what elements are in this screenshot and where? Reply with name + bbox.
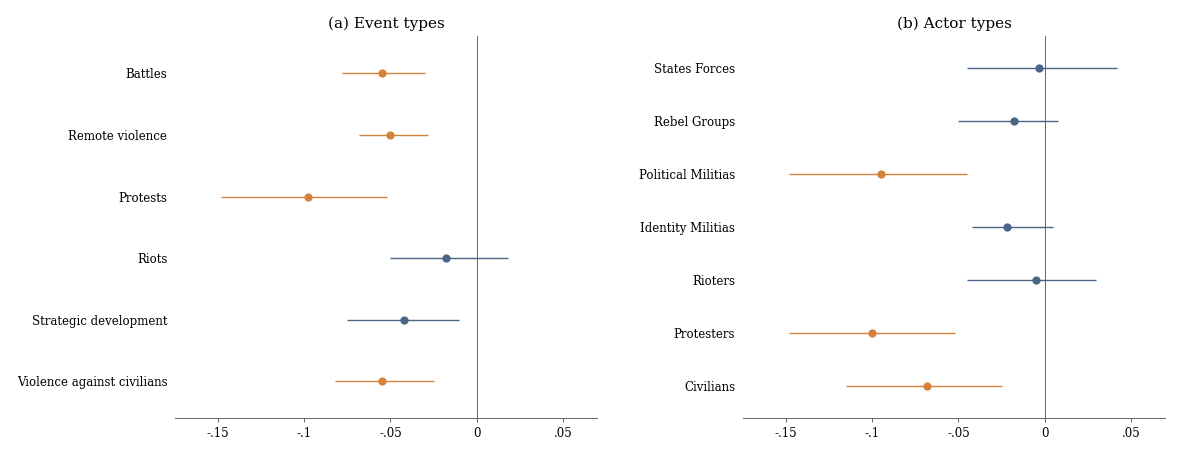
Title: (a) Event types: (a) Event types <box>327 16 444 31</box>
Point <box>372 70 391 77</box>
Point <box>372 377 391 385</box>
Point <box>436 255 455 262</box>
Point <box>871 170 890 178</box>
Point <box>863 330 882 337</box>
Point <box>918 383 937 390</box>
Point <box>1026 277 1045 284</box>
Point <box>1030 64 1048 72</box>
Point <box>998 223 1017 231</box>
Point <box>1005 117 1024 125</box>
Point <box>381 131 400 138</box>
Point <box>298 193 317 200</box>
Point <box>395 316 414 324</box>
Title: (b) Actor types: (b) Actor types <box>897 16 1012 31</box>
